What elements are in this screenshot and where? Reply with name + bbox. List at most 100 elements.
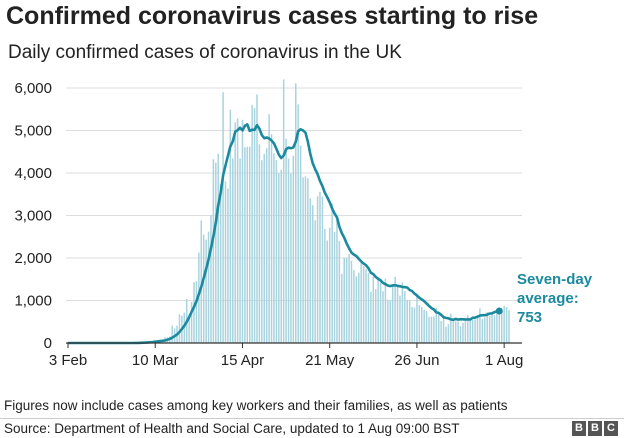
daily-cases-bar: [387, 299, 389, 343]
daily-cases-bar: [224, 181, 227, 343]
daily-cases-bar: [365, 269, 367, 343]
daily-cases-bar: [394, 276, 396, 343]
daily-cases-bar: [207, 231, 210, 343]
daily-cases-bar: [372, 276, 375, 343]
daily-cases-bar: [336, 217, 338, 343]
daily-cases-bar: [258, 144, 261, 343]
daily-cases-bar: [311, 205, 314, 343]
daily-cases-bar: [253, 108, 256, 343]
daily-cases-bar: [292, 155, 295, 343]
daily-cases-bar: [374, 289, 377, 343]
daily-cases-bar: [437, 314, 440, 343]
daily-cases-bar: [508, 310, 510, 343]
daily-cases-bar: [287, 158, 290, 343]
daily-cases-bar: [408, 300, 411, 343]
daily-cases-bar: [256, 94, 258, 343]
daily-cases-bar: [326, 240, 329, 343]
y-tick-label: 1,000: [14, 293, 52, 310]
daily-cases-bar: [205, 239, 207, 343]
daily-cases-bar: [505, 307, 508, 343]
daily-cases-bar: [391, 284, 394, 343]
daily-cases-bar: [171, 325, 173, 343]
daily-cases-bar: [295, 83, 297, 343]
y-tick-label: 6,000: [14, 80, 52, 97]
daily-cases-bar: [433, 316, 435, 343]
daily-cases-bar: [353, 270, 355, 343]
daily-cases-bar: [239, 158, 241, 343]
daily-cases-bar: [467, 315, 469, 343]
daily-cases-bar: [202, 234, 205, 343]
daily-cases-bar: [481, 319, 484, 343]
daily-cases-bar: [384, 278, 387, 343]
daily-cases-bar: [496, 310, 498, 343]
daily-cases-bar: [299, 145, 302, 343]
daily-cases-bar: [421, 306, 423, 343]
annotation-text-line: Seven-day: [517, 271, 593, 288]
daily-cases-bar: [341, 273, 343, 343]
daily-cases-bar: [302, 177, 304, 343]
daily-cases-bar: [270, 134, 273, 343]
daily-cases-bar: [210, 215, 212, 343]
daily-cases-bar: [498, 312, 501, 343]
daily-cases-bar: [232, 158, 234, 343]
daily-cases-bar: [314, 220, 316, 343]
daily-cases-bar: [246, 146, 249, 343]
daily-cases-bar: [248, 146, 251, 343]
daily-cases-bar: [193, 282, 195, 343]
daily-cases-bar: [241, 119, 244, 343]
daily-cases-bar: [285, 138, 287, 343]
daily-cases-bar: [297, 104, 299, 343]
daily-cases-bar: [440, 321, 442, 343]
daily-cases-bar: [188, 314, 190, 343]
x-tick-label: 10 Mar: [132, 352, 179, 369]
daily-cases-bar: [360, 262, 362, 343]
daily-cases-bar: [190, 301, 193, 343]
daily-cases-bar: [229, 109, 232, 343]
latest-average-point: [495, 307, 503, 315]
daily-cases-bar: [362, 266, 365, 343]
chart-subtitle: Daily confirmed cases of coronavirus in …: [8, 42, 402, 63]
y-tick-label: 5,000: [14, 123, 52, 140]
daily-cases-bar: [195, 281, 198, 343]
daily-cases-bar: [404, 291, 406, 343]
daily-cases-bar: [401, 282, 404, 343]
chart-title: Confirmed coronavirus cases starting to …: [6, 2, 539, 30]
daily-cases-bar: [447, 324, 450, 343]
daily-cases-bar: [389, 300, 392, 343]
daily-cases-bar: [350, 260, 353, 343]
seven-day-average-annotation: Seven-day average: 753: [517, 271, 593, 326]
annotation-text-line: 753: [517, 309, 542, 326]
daily-cases-bar: [382, 291, 384, 343]
x-tick-label: 26 Jun: [394, 352, 439, 369]
daily-cases-bar: [418, 305, 421, 343]
daily-cases-bar: [377, 277, 379, 343]
daily-cases-bar: [222, 92, 224, 343]
daily-cases-bar: [227, 188, 229, 343]
daily-cases-bar: [428, 317, 430, 343]
daily-cases-bar: [450, 313, 452, 343]
daily-cases-bar: [278, 173, 280, 343]
axes: 0 1,000 2,000 3,000 4,000 5,000 6,000 3 Feb 10 M…: [14, 80, 523, 369]
y-tick-label: 3,000: [14, 208, 52, 225]
x-tick-label: 21 May: [305, 352, 355, 369]
daily-cases-bar: [459, 326, 462, 343]
daily-cases-bar: [425, 311, 428, 343]
daily-cases-bar: [484, 317, 486, 343]
daily-cases-bar: [416, 295, 418, 343]
daily-cases-bar: [219, 184, 222, 343]
daily-cases-bar: [321, 196, 324, 343]
daily-cases-bar: [476, 317, 479, 343]
daily-cases-bar: [234, 122, 236, 344]
daily-cases-bar: [454, 321, 457, 343]
daily-cases-bar: [273, 153, 275, 343]
daily-cases-bar: [413, 307, 416, 343]
daily-cases-bar: [457, 321, 459, 343]
daily-cases-bar: [435, 307, 438, 343]
daily-cases-bar: [309, 198, 312, 343]
daily-cases-bar: [244, 147, 246, 343]
footnote: Figures now include cases among key work…: [4, 398, 508, 413]
y-tick-label: 2,000: [14, 250, 52, 267]
daily-cases-bar: [358, 272, 360, 343]
daily-cases-bar: [503, 305, 505, 343]
daily-cases-bar: [178, 314, 181, 343]
